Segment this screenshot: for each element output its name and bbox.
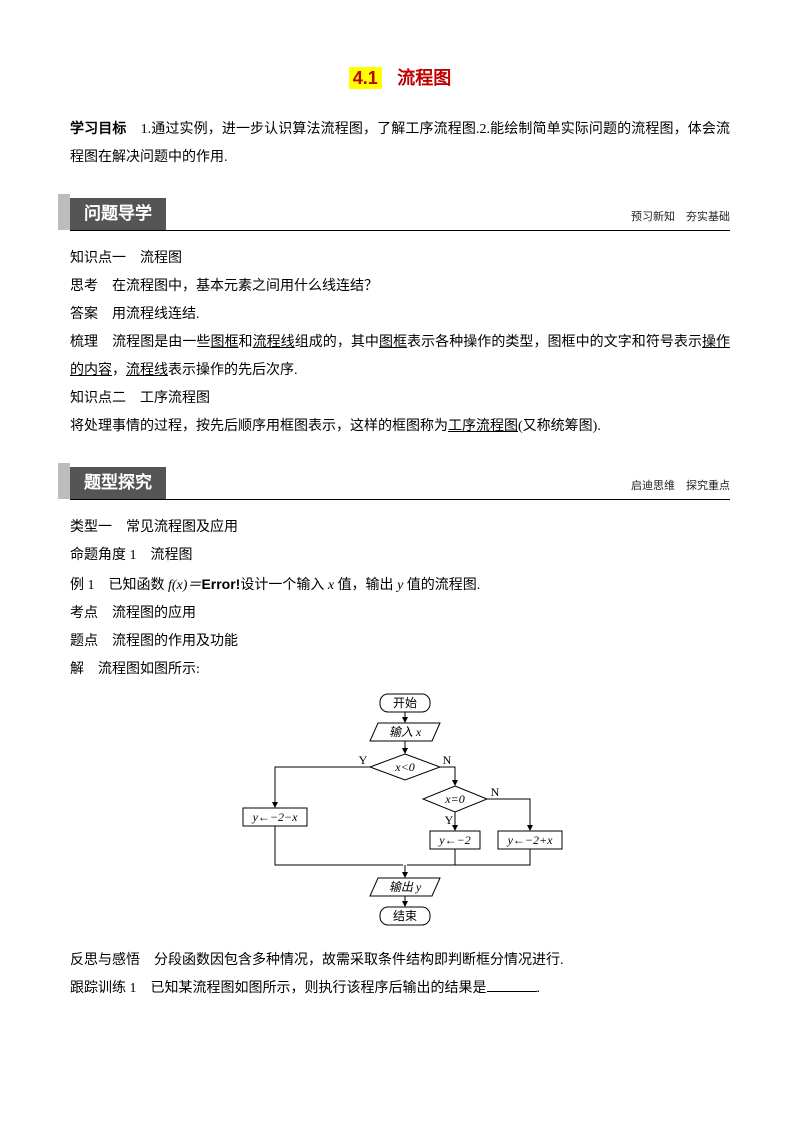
goal-text: 1.通过实例，进一步认识算法流程图，了解工序流程图.2.能绘制简单实际问题的流程… [70,122,730,165]
fc-no-2: N [491,785,500,799]
combing-1: 梳理 流程图是由一些图框和流程线组成的，其中图框表示各种操作的类型，图框中的文字… [70,329,730,385]
page-title: 4.1 流程图 [70,60,730,96]
title-number: 4.1 [349,67,382,89]
section-subtitle-1: 预习新知 夯实基础 [631,206,730,228]
fc-start: 开始 [393,696,417,710]
fc-cond1: x<0 [394,760,414,774]
section-accent [58,463,70,499]
fc-cond2: x=0 [444,792,464,806]
goal-label: 学习目标 [70,120,126,136]
flowchart-svg: 开始 输入 x x<0 Y N y←−2−x x=0 Y [235,690,565,930]
fc-a3: y←−2+x [507,833,554,847]
fc-input: 输入 x [389,725,422,739]
section-title-2: 题型探究 [70,467,166,499]
learning-goal: 学习目标 1.通过实例，进一步认识算法流程图，了解工序流程图.2.能绘制简单实际… [70,114,730,172]
fc-a1: y←−2−x [252,810,299,824]
section-subtitle-2: 启迪思维 探究重点 [631,475,730,497]
kaodian: 考点 流程图的应用 [70,600,730,628]
combing-2: 将处理事情的过程，按先后顺序用框图表示，这样的框图称为工序流程图(又称统筹图). [70,413,730,441]
example-1: 例 1 已知函数 f(x)＝Error!设计一个输入 x 值，输出 y 值的流程… [70,570,730,600]
reflection: 反思与感悟 分段函数因包含多种情况，故需采取条件结构即判断框分情况进行. [70,947,730,975]
type-1: 类型一 常见流程图及应用 [70,514,730,542]
section-header-1: 问题导学 预习新知 夯实基础 [70,194,730,231]
fc-a2: y←−2 [438,833,470,847]
kp1: 知识点一 流程图 [70,245,730,273]
section-header-2: 题型探究 启迪思维 探究重点 [70,463,730,500]
section-accent [58,194,70,230]
answer-1: 答案 用流程线连结. [70,301,730,329]
blank-answer [487,991,537,992]
document-page: 4.1 流程图 学习目标 1.通过实例，进一步认识算法流程图，了解工序流程图.2… [0,0,800,1033]
fc-yes-1: Y [359,753,368,767]
tidian: 题点 流程图的作用及功能 [70,628,730,656]
track-train-1: 跟踪训练 1 已知某流程图如图所示，则执行该程序后输出的结果是. [70,975,730,1003]
angle-1: 命题角度 1 流程图 [70,542,730,570]
question-1: 思考 在流程图中，基本元素之间用什么线连结？ [70,273,730,301]
fc-no-1: N [443,753,452,767]
fc-yes-2: Y [445,813,454,827]
title-text: 流程图 [397,68,451,88]
fc-output: 输出 y [389,880,422,894]
section-title-1: 问题导学 [70,198,166,230]
fc-end: 结束 [393,909,417,923]
kp2: 知识点二 工序流程图 [70,385,730,413]
flowchart: 开始 输入 x x<0 Y N y←−2−x x=0 Y [70,690,730,941]
solution-label: 解 流程图如图所示: [70,656,730,684]
